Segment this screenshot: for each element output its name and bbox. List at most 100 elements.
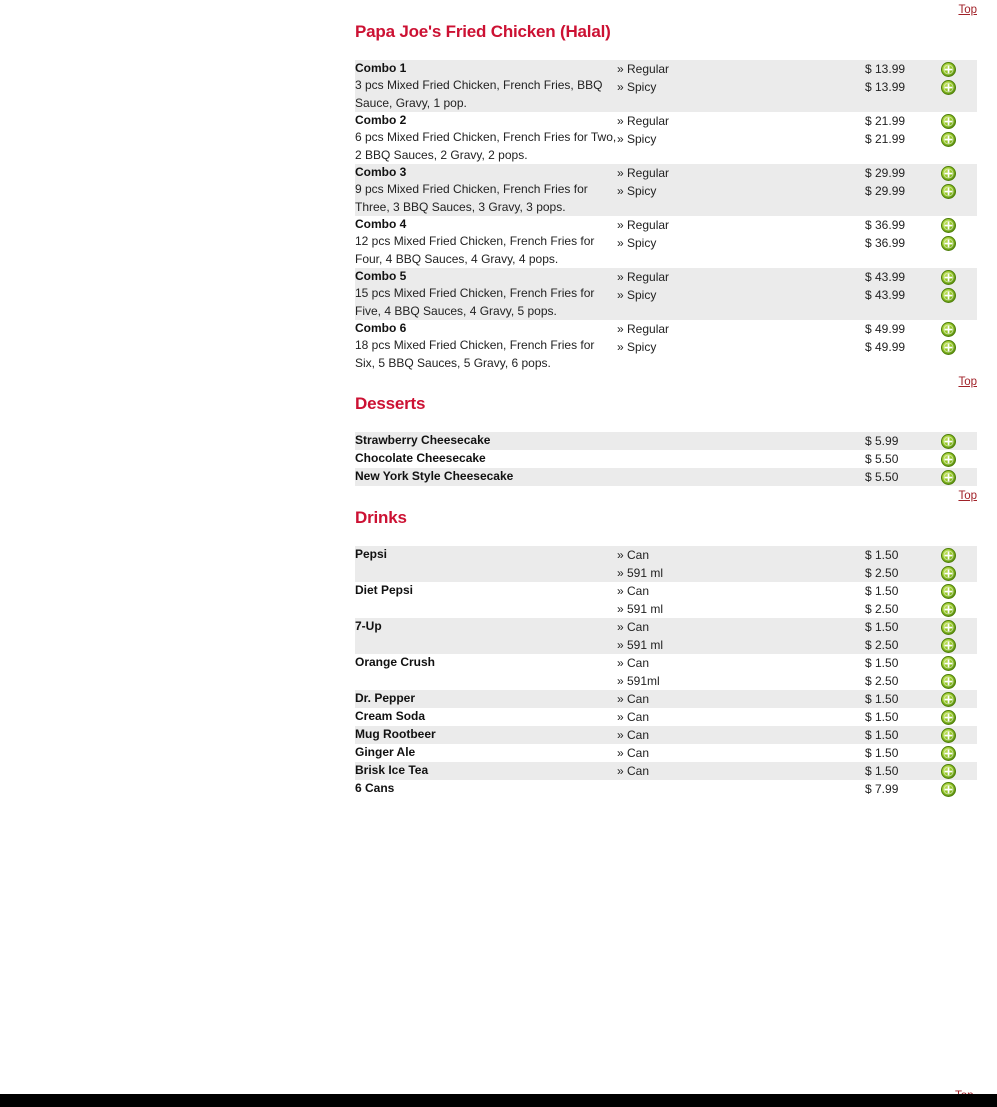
item-options-cell: » Can xyxy=(617,744,865,762)
top-link[interactable]: Top xyxy=(958,490,977,502)
heading-spacer xyxy=(355,528,997,546)
plus-circle-icon[interactable] xyxy=(941,548,956,564)
item-title: 7-Up xyxy=(355,619,382,633)
item-options-cell: » Can xyxy=(617,708,865,726)
plus-circle-icon[interactable] xyxy=(941,674,956,690)
item-price: $ 1.50 xyxy=(865,656,899,670)
plus-circle-icon[interactable] xyxy=(941,288,956,304)
item-name-cell: Combo 6 18 pcs Mixed Fried Chicken, Frenc… xyxy=(355,320,617,372)
add-to-order-line xyxy=(941,762,977,780)
item-price-cell: $ 21.99 $ 21.99 xyxy=(865,112,941,164)
item-options-cell: » Regular » Spicy xyxy=(617,164,865,216)
item-name-cell: 6 Cans xyxy=(355,780,617,798)
item-add-cell xyxy=(941,468,977,486)
top-link[interactable]: Top xyxy=(958,4,977,16)
item-price: $ 36.99 xyxy=(865,218,906,232)
plus-circle-icon[interactable] xyxy=(941,584,956,600)
item-options-cell: » Regular » Spicy xyxy=(617,112,865,164)
item-options-cell: » Regular » Spicy xyxy=(617,216,865,268)
plus-circle-icon[interactable] xyxy=(941,80,956,96)
item-option: » Regular xyxy=(617,218,670,232)
plus-circle-icon[interactable] xyxy=(941,322,956,338)
item-price-cell: $ 49.99 $ 49.99 xyxy=(865,320,941,372)
item-options-cell: » Can » 591 ml xyxy=(617,546,865,582)
item-description: 9 pcs Mixed Fried Chicken, French Fries … xyxy=(355,182,588,214)
menu-table-drinks: Pepsi» Can» 591 ml $ 1.50 $ 2.50 Diet Pepsi… xyxy=(355,546,977,798)
add-to-order-line xyxy=(941,268,977,286)
item-option: » 591 ml xyxy=(617,638,664,652)
item-price: $ 13.99 xyxy=(865,80,906,94)
item-add-cell xyxy=(941,320,977,372)
item-price-cell: $ 1.50 xyxy=(865,762,941,780)
plus-circle-icon[interactable] xyxy=(941,728,956,744)
item-option: » Regular xyxy=(617,114,670,128)
plus-circle-icon[interactable] xyxy=(941,166,956,182)
plus-circle-icon[interactable] xyxy=(941,114,956,130)
menu-item-row: Mug Rootbeer » Can $ 1.50 xyxy=(355,726,977,744)
plus-circle-icon[interactable] xyxy=(941,184,956,200)
item-add-cell xyxy=(941,618,977,654)
item-add-cell xyxy=(941,654,977,690)
item-price: $ 1.50 xyxy=(865,548,899,562)
plus-circle-icon[interactable] xyxy=(941,470,956,486)
item-options-cell: » Regular » Spicy xyxy=(617,268,865,320)
plus-circle-icon[interactable] xyxy=(941,764,956,780)
plus-circle-icon[interactable] xyxy=(941,602,956,618)
plus-circle-icon[interactable] xyxy=(941,620,956,636)
add-to-order-line xyxy=(941,672,977,690)
plus-circle-icon[interactable] xyxy=(941,434,956,450)
add-to-order-line xyxy=(941,582,977,600)
item-options-cell: » Can » 591 ml xyxy=(617,582,865,618)
item-price: $ 1.50 xyxy=(865,710,899,724)
item-price: $ 5.50 xyxy=(865,452,899,466)
item-options-cell xyxy=(617,432,865,450)
item-add-cell xyxy=(941,450,977,468)
item-description: 18 pcs Mixed Fried Chicken, French Fries… xyxy=(355,338,595,370)
heading-spacer xyxy=(355,42,997,60)
plus-circle-icon[interactable] xyxy=(941,340,956,356)
item-option: » Can xyxy=(617,746,650,760)
item-price: $ 29.99 xyxy=(865,166,906,180)
menu-table-desserts: Strawberry Cheesecake $ 5.99 Chocolate Che… xyxy=(355,432,977,486)
item-price-cell: $ 1.50 xyxy=(865,744,941,762)
plus-circle-icon[interactable] xyxy=(941,638,956,654)
add-to-order-line xyxy=(941,60,977,78)
item-title: Cream Soda xyxy=(355,709,426,723)
add-to-order-line xyxy=(941,450,977,468)
plus-circle-icon[interactable] xyxy=(941,218,956,234)
plus-circle-icon[interactable] xyxy=(941,132,956,148)
add-to-order-line xyxy=(941,432,977,450)
add-to-order-line xyxy=(941,780,977,798)
top-link[interactable]: Top xyxy=(958,376,977,388)
item-option: » Regular xyxy=(617,166,670,180)
plus-circle-icon[interactable] xyxy=(941,62,956,78)
plus-circle-icon[interactable] xyxy=(941,746,956,762)
item-price-cell: $ 1.50 $ 2.50 xyxy=(865,546,941,582)
item-name-cell: Diet Pepsi xyxy=(355,582,617,618)
item-add-cell xyxy=(941,432,977,450)
item-title: Combo 4 xyxy=(355,217,407,231)
menu-item-row: Diet Pepsi » Can » 591 ml $ 1.50 $ 2.50 xyxy=(355,582,977,618)
item-add-cell xyxy=(941,744,977,762)
item-price: $ 2.50 xyxy=(865,602,899,616)
add-to-order-line xyxy=(941,182,977,200)
item-option: » Spicy xyxy=(617,236,657,250)
plus-circle-icon[interactable] xyxy=(941,270,956,286)
item-price: $ 5.99 xyxy=(865,434,899,448)
item-price: $ 5.50 xyxy=(865,470,899,484)
item-options-cell: » Can xyxy=(617,690,865,708)
plus-circle-icon[interactable] xyxy=(941,782,956,798)
menu-item-row: 7-Up » Can » 591 ml $ 1.50 $ 2.50 xyxy=(355,618,977,654)
item-name-cell: Strawberry Cheesecake xyxy=(355,432,617,450)
item-option: » 591 ml xyxy=(617,566,664,580)
plus-circle-icon[interactable] xyxy=(941,566,956,582)
plus-circle-icon[interactable] xyxy=(941,236,956,252)
plus-circle-icon[interactable] xyxy=(941,692,956,708)
plus-circle-icon[interactable] xyxy=(941,452,956,468)
plus-circle-icon[interactable] xyxy=(941,656,956,672)
plus-circle-icon[interactable] xyxy=(941,710,956,726)
item-price: $ 36.99 xyxy=(865,236,906,250)
item-option: » Can xyxy=(617,764,650,778)
menu-item-row: New York Style Cheesecake $ 5.50 xyxy=(355,468,977,486)
